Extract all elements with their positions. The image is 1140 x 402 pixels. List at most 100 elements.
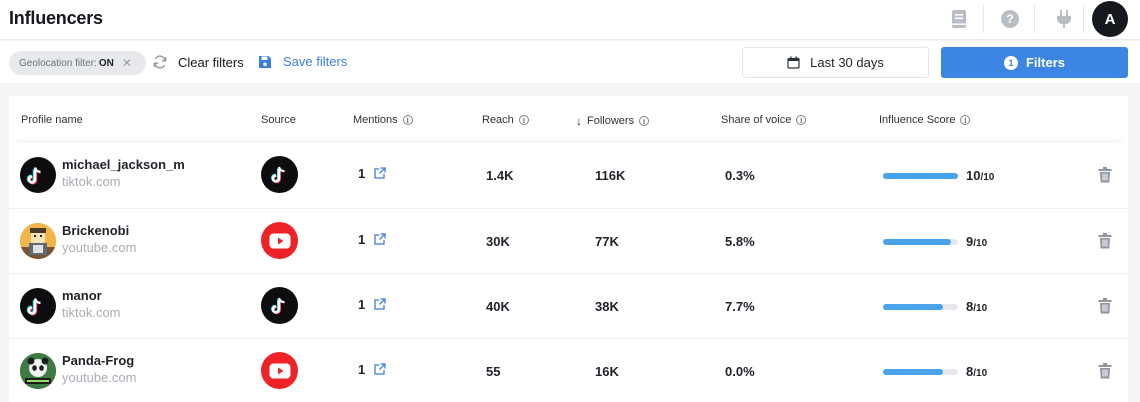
reach-cell: 55 xyxy=(486,364,501,379)
divider xyxy=(1034,5,1035,33)
col-reach[interactable]: Reach i xyxy=(482,114,529,126)
share-of-voice-cell: 5.8% xyxy=(725,234,755,249)
filter-bar: Geolocation filter: ON ✕ Clear filters S… xyxy=(0,41,1140,83)
user-avatar[interactable]: A xyxy=(1092,1,1128,37)
col-source[interactable]: Source xyxy=(261,114,296,126)
divider xyxy=(983,5,984,33)
mentions-cell[interactable]: 1 xyxy=(358,362,386,377)
book-icon[interactable] xyxy=(948,8,970,30)
plug-icon[interactable] xyxy=(1053,8,1075,30)
info-icon[interactable]: i xyxy=(518,115,529,125)
info-icon[interactable]: i xyxy=(639,116,650,126)
date-range-button[interactable]: Last 30 days xyxy=(742,47,929,78)
influence-score-bar xyxy=(883,239,958,245)
followers-cell: 38K xyxy=(595,299,619,314)
save-icon xyxy=(259,55,271,68)
share-of-voice-cell: 7.7% xyxy=(725,299,755,314)
followers-cell: 77K xyxy=(595,234,619,249)
help-icon[interactable]: ? xyxy=(999,8,1021,30)
close-icon[interactable]: ✕ xyxy=(121,56,132,70)
profile-avatar xyxy=(20,157,56,193)
trash-icon[interactable] xyxy=(1098,167,1112,183)
external-link-icon[interactable] xyxy=(373,233,386,246)
table-row[interactable]: manor tiktok.com 1 40K 38K 7.7% 8/10 xyxy=(9,273,1128,338)
clear-filters-label: Clear filters xyxy=(178,54,244,70)
mentions-cell[interactable]: 1 xyxy=(358,166,386,181)
save-filters-label: Save filters xyxy=(283,54,348,69)
youtube-play-icon xyxy=(269,233,290,248)
geolocation-filter-chip[interactable]: Geolocation filter: ON ✕ xyxy=(9,51,146,75)
youtube-icon xyxy=(261,352,298,389)
influence-score-fill xyxy=(883,369,943,375)
followers-cell: 16K xyxy=(595,364,619,379)
influence-score: 8/10 xyxy=(966,299,987,314)
top-bar: Influencers ? A xyxy=(0,0,1140,40)
influence-score: 9/10 xyxy=(966,234,987,249)
date-range-label: Last 30 days xyxy=(810,55,884,70)
mentions-count: 1 xyxy=(358,362,366,377)
external-link-icon[interactable] xyxy=(373,363,386,376)
mentions-count: 1 xyxy=(358,232,366,247)
table-row[interactable]: michael_jackson_m tiktok.com 1 1.4K 116K… xyxy=(9,143,1128,208)
col-label: Reach xyxy=(482,114,514,126)
score-value: 9 xyxy=(966,234,974,249)
panda-frog-image xyxy=(20,353,56,389)
tiktok-icon xyxy=(261,156,298,193)
influence-score-fill xyxy=(883,304,943,310)
trash-icon[interactable] xyxy=(1098,298,1112,314)
mentions-cell[interactable]: 1 xyxy=(358,232,386,247)
table-row[interactable]: Brickenobi youtube.com 1 30K 77K 5.8% 9/… xyxy=(9,208,1128,273)
info-icon[interactable]: i xyxy=(960,115,971,125)
col-followers[interactable]: ↓ Followers i xyxy=(576,114,650,128)
score-value: 10 xyxy=(966,168,981,183)
filters-count-badge: 1 xyxy=(1003,55,1018,70)
score-max: /10 xyxy=(973,368,988,379)
tiktok-note-icon xyxy=(270,166,285,183)
calendar-icon xyxy=(787,56,800,69)
col-profile-name[interactable]: Profile name xyxy=(21,114,83,126)
profile-name[interactable]: Brickenobi xyxy=(62,223,130,238)
col-label: Influence Score xyxy=(879,114,956,126)
score-max: /10 xyxy=(973,303,988,314)
refresh-icon xyxy=(153,55,167,69)
score-value: 8 xyxy=(966,364,974,379)
score-max: /10 xyxy=(973,238,988,249)
influencers-table: Profile name Source Mentions i Reach i ↓… xyxy=(9,96,1128,402)
col-share-of-voice[interactable]: Share of voice i xyxy=(721,114,807,126)
youtube-icon xyxy=(261,222,298,259)
mentions-cell[interactable]: 1 xyxy=(358,297,386,312)
reach-cell: 40K xyxy=(486,299,510,314)
profile-name[interactable]: manor xyxy=(62,288,102,303)
table-row[interactable]: Panda-Frog youtube.com 1 55 16K 0.0% 8/1… xyxy=(9,338,1128,402)
page-title: Influencers xyxy=(9,8,103,28)
chip-prefix: Geolocation filter: xyxy=(19,57,97,69)
trash-icon[interactable] xyxy=(1098,233,1112,249)
tiktok-note-icon xyxy=(270,297,285,314)
influence-score-bar xyxy=(883,304,958,310)
col-label: Followers xyxy=(587,115,635,127)
col-mentions[interactable]: Mentions i xyxy=(353,114,413,126)
profile-avatar xyxy=(20,223,56,259)
profile-name[interactable]: michael_jackson_m xyxy=(62,157,185,172)
trash-icon[interactable] xyxy=(1098,363,1112,379)
profile-avatar xyxy=(20,288,56,324)
info-icon[interactable]: i xyxy=(796,115,807,125)
col-influence-score[interactable]: Influence Score i xyxy=(879,114,971,126)
external-link-icon[interactable] xyxy=(373,167,386,180)
col-label: Mentions xyxy=(353,114,398,126)
info-icon[interactable]: i xyxy=(402,115,413,125)
followers-cell: 116K xyxy=(595,168,626,183)
profile-domain: youtube.com xyxy=(62,370,137,385)
influence-score-fill xyxy=(883,173,958,179)
col-label: Share of voice xyxy=(721,114,792,126)
save-filters-button[interactable]: Save filters xyxy=(258,54,347,69)
influence-score-fill xyxy=(883,239,951,245)
external-link-icon[interactable] xyxy=(373,298,386,311)
score-value: 8 xyxy=(966,299,974,314)
clear-filters-button[interactable]: Clear filters xyxy=(152,54,244,70)
filters-button[interactable]: 1 Filters xyxy=(941,47,1128,78)
tiktok-icon xyxy=(261,287,298,324)
divider xyxy=(1083,5,1084,33)
profile-domain: tiktok.com xyxy=(62,174,121,189)
profile-name[interactable]: Panda-Frog xyxy=(62,353,135,368)
